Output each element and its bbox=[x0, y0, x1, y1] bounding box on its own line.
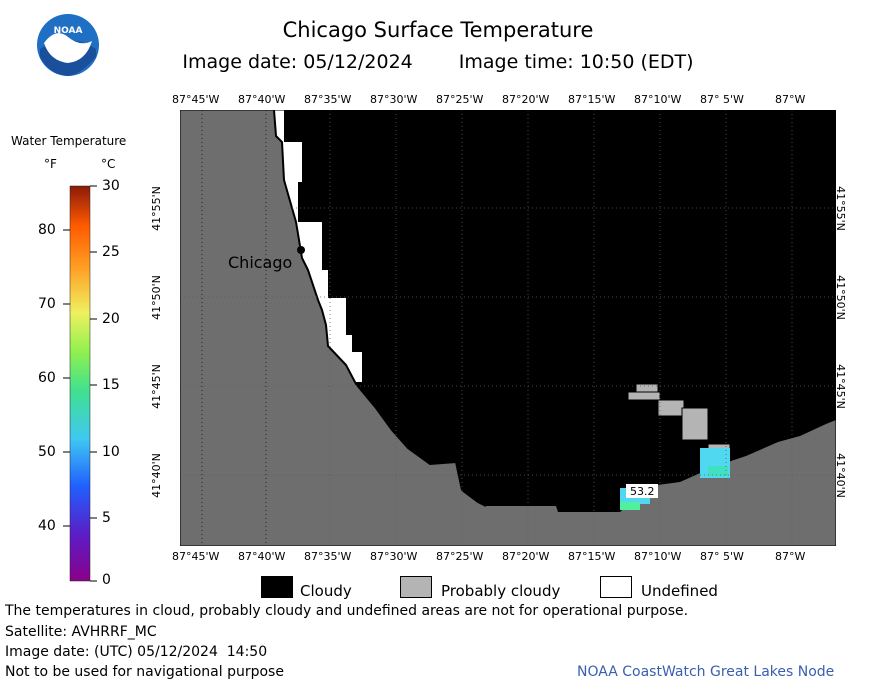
image-datetime: Image date: 05/12/2024 Image time: 10:50… bbox=[0, 51, 876, 73]
lon-label-top: 87°30'W bbox=[370, 93, 418, 106]
lat-label-right: 41°45'N bbox=[833, 364, 847, 409]
c-tick-15: 15 bbox=[102, 377, 120, 393]
unit-c: °C bbox=[101, 157, 116, 171]
lat-label-right: 41°50'N bbox=[833, 275, 847, 320]
image-date: Image date: 05/12/2024 bbox=[182, 51, 413, 73]
disclaimer-text: The temperatures in cloud, probably clou… bbox=[5, 603, 689, 619]
lon-label-top: 87°35'W bbox=[304, 93, 352, 106]
lon-label-bottom: 87°20'W bbox=[502, 550, 550, 563]
lat-label-right: 41°55'N bbox=[833, 186, 847, 231]
c-tick-30: 30 bbox=[102, 178, 120, 194]
map-canvas bbox=[180, 110, 836, 546]
lat-label-left: 41°45'N bbox=[149, 364, 163, 409]
page-title: Chicago Surface Temperature bbox=[282, 18, 594, 42]
f-tick-40: 40 bbox=[38, 518, 56, 534]
f-tick-60: 60 bbox=[38, 370, 56, 386]
credit-link[interactable]: NOAA CoastWatch Great Lakes Node bbox=[577, 664, 835, 680]
f-tick-70: 70 bbox=[38, 296, 56, 312]
c-tick-10: 10 bbox=[102, 444, 120, 460]
lon-label-top: 87°45'W bbox=[172, 93, 220, 106]
lon-label-top: 87°15'W bbox=[568, 93, 616, 106]
lon-label-top: 87° 5'W bbox=[700, 93, 744, 106]
lon-label-bottom: 87° 5'W bbox=[700, 550, 744, 563]
lat-label-right: 41°40'N bbox=[833, 453, 847, 498]
lon-label-top: 87°25'W bbox=[436, 93, 484, 106]
lon-label-bottom: 87°10'W bbox=[634, 550, 682, 563]
key-label-probably-cloudy: Probably cloudy bbox=[441, 582, 561, 600]
utc-date-text: Image date: (UTC) 05/12/2024 14:50 bbox=[5, 644, 268, 660]
lon-label-bottom: 87°W bbox=[775, 550, 806, 563]
lon-label-bottom: 87°40'W bbox=[238, 550, 286, 563]
city-label-chicago: Chicago bbox=[228, 253, 293, 272]
key-label-cloudy: Cloudy bbox=[300, 582, 352, 600]
land-area bbox=[180, 110, 836, 546]
lat-label-left: 41°50'N bbox=[149, 275, 163, 320]
key-swatch-cloudy bbox=[261, 576, 293, 598]
lon-label-bottom: 87°35'W bbox=[304, 550, 352, 563]
c-tick-5: 5 bbox=[102, 510, 111, 526]
satellite-text: Satellite: AVHRRF_MC bbox=[5, 624, 157, 640]
f-tick-50: 50 bbox=[38, 444, 56, 460]
image-time: Image time: 10:50 (EDT) bbox=[458, 51, 694, 73]
lon-label-top: 87°W bbox=[775, 93, 806, 106]
lon-label-bottom: 87°15'W bbox=[568, 550, 616, 563]
chicago-marker bbox=[297, 246, 305, 254]
lon-label-top: 87°10'W bbox=[634, 93, 682, 106]
f-tick-80: 80 bbox=[38, 222, 56, 238]
temperature-colorbar bbox=[63, 185, 97, 582]
lon-label-bottom: 87°30'W bbox=[370, 550, 418, 563]
lat-label-left: 41°40'N bbox=[149, 453, 163, 498]
logo-text: NOAA bbox=[54, 26, 83, 36]
c-tick-25: 25 bbox=[102, 244, 120, 260]
noaa-logo: NOAA bbox=[37, 14, 99, 76]
c-tick-20: 20 bbox=[102, 311, 120, 327]
key-swatch-probably-cloudy bbox=[400, 576, 432, 598]
lat-label-left: 41°55'N bbox=[149, 186, 163, 231]
lon-label-bottom: 87°45'W bbox=[172, 550, 220, 563]
temp-annotation: 53.2 bbox=[630, 485, 655, 498]
lon-label-top: 87°40'W bbox=[238, 93, 286, 106]
lon-label-bottom: 87°25'W bbox=[436, 550, 484, 563]
key-label-undefined: Undefined bbox=[641, 582, 718, 600]
c-tick-0: 0 bbox=[102, 572, 111, 588]
key-swatch-undefined bbox=[600, 576, 632, 598]
lon-label-top: 87°20'W bbox=[502, 93, 550, 106]
nav-warning-text: Not to be used for navigational purpose bbox=[5, 664, 284, 680]
unit-f: °F bbox=[44, 157, 57, 171]
legend-title: Water Temperature bbox=[11, 134, 127, 148]
